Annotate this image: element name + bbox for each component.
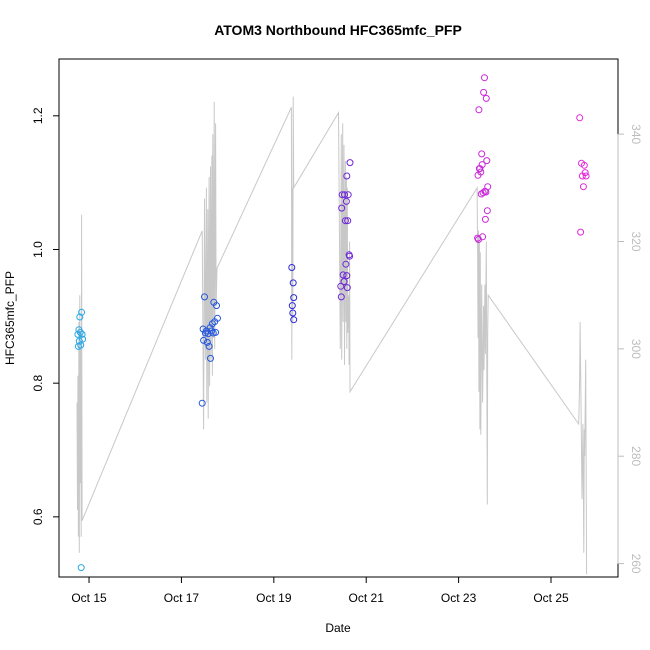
data-point xyxy=(343,172,351,180)
data-point xyxy=(201,293,208,301)
data-point xyxy=(290,316,298,324)
y-axis-label: HFC365mfc_PFP xyxy=(3,271,17,365)
data-point xyxy=(344,217,352,225)
data-point xyxy=(341,191,348,199)
data-point xyxy=(474,234,482,242)
data-point xyxy=(478,150,486,158)
data-point xyxy=(340,278,348,286)
data-point xyxy=(208,320,216,328)
y-tick-label: 1.2 xyxy=(31,107,45,124)
data-point xyxy=(77,564,85,572)
data-point xyxy=(337,282,345,290)
data-point xyxy=(341,217,349,225)
data-point xyxy=(576,114,584,122)
y-tick-label: 0.6 xyxy=(31,508,45,525)
data-point xyxy=(76,313,84,321)
data-point xyxy=(207,354,214,362)
data-point xyxy=(214,314,221,322)
data-point xyxy=(198,399,206,407)
x-axis: Oct 15 Oct 17 Oct 19 Oct 21 Oct 23 Oct 25 xyxy=(71,576,569,605)
data-point xyxy=(77,341,85,349)
data-point xyxy=(288,264,296,271)
data-point xyxy=(483,207,491,215)
data-point xyxy=(342,197,350,205)
data-point xyxy=(481,74,488,82)
x-tick-label: Oct 19 xyxy=(256,591,292,605)
data-point xyxy=(200,336,208,344)
data-point xyxy=(206,324,214,332)
data-point xyxy=(483,157,491,165)
data-point xyxy=(343,284,351,292)
data-point xyxy=(579,183,587,191)
data-point xyxy=(338,204,346,212)
data-point xyxy=(78,330,86,338)
data-point xyxy=(203,338,211,346)
data-point xyxy=(213,302,220,310)
data-point xyxy=(289,279,297,287)
y2-tick-label: 280 xyxy=(629,446,643,466)
data-point xyxy=(480,88,488,96)
data-point xyxy=(342,260,350,268)
data-point xyxy=(289,309,297,317)
chart-title: ATOM3 Northbound HFC365mfc_PFP xyxy=(214,22,462,38)
y-tick-label: 1.0 xyxy=(31,241,45,258)
data-point xyxy=(337,293,345,301)
data-point xyxy=(476,165,484,173)
x-tick-label: Oct 25 xyxy=(533,591,569,605)
data-point xyxy=(343,272,351,280)
data-point xyxy=(577,228,585,236)
secondary-trace-layer xyxy=(76,96,588,575)
secondary-trace-line xyxy=(76,96,588,575)
data-point xyxy=(475,106,483,114)
data-point xyxy=(346,159,354,167)
x-tick-label: Oct 21 xyxy=(349,591,385,605)
data-point xyxy=(582,172,590,180)
data-point xyxy=(344,191,352,199)
data-point xyxy=(484,183,492,191)
data-point xyxy=(479,189,487,197)
y2-axis: 260 280 300 320 340 xyxy=(617,124,643,574)
y2-tick-label: 320 xyxy=(629,231,643,251)
data-point xyxy=(580,161,588,169)
points-layer xyxy=(74,74,590,572)
x-axis-label: Date xyxy=(325,621,351,635)
data-point xyxy=(78,308,86,316)
x-tick-label: Oct 15 xyxy=(71,591,107,605)
y2-tick-label: 260 xyxy=(629,554,643,574)
data-point xyxy=(205,342,213,350)
data-point xyxy=(479,233,487,241)
x-tick-label: Oct 17 xyxy=(164,591,200,605)
data-point xyxy=(288,302,296,310)
data-point xyxy=(208,327,215,335)
data-point xyxy=(339,271,347,279)
data-point xyxy=(481,215,489,223)
x-tick-label: Oct 23 xyxy=(441,591,477,605)
y2-tick-label: 340 xyxy=(629,124,643,144)
data-point xyxy=(477,168,485,176)
y-tick-label: 0.8 xyxy=(31,375,45,392)
data-point xyxy=(482,94,490,102)
data-point xyxy=(76,328,84,336)
data-point xyxy=(581,169,589,177)
data-point xyxy=(79,335,87,343)
y-axis: 0.6 0.8 1.0 1.2 xyxy=(31,107,60,525)
data-point xyxy=(478,161,486,169)
data-point xyxy=(290,294,298,302)
y2-tick-label: 300 xyxy=(629,339,643,359)
data-point xyxy=(346,252,354,260)
data-point xyxy=(212,328,220,336)
